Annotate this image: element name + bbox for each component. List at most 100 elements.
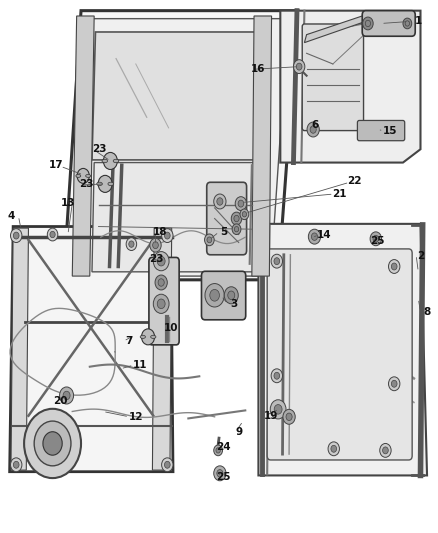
Text: 12: 12 — [128, 412, 143, 422]
Circle shape — [286, 413, 292, 421]
Text: 13: 13 — [60, 198, 75, 207]
Polygon shape — [252, 16, 272, 276]
Ellipse shape — [113, 159, 119, 163]
Ellipse shape — [140, 335, 145, 338]
Circle shape — [311, 233, 318, 240]
Circle shape — [157, 299, 165, 309]
Circle shape — [270, 400, 286, 419]
Circle shape — [224, 287, 238, 304]
Polygon shape — [280, 11, 420, 163]
Circle shape — [403, 18, 412, 29]
Circle shape — [11, 458, 22, 472]
Circle shape — [296, 63, 302, 70]
Ellipse shape — [97, 182, 102, 185]
Ellipse shape — [151, 335, 156, 338]
Text: 17: 17 — [49, 160, 64, 170]
Text: 14: 14 — [317, 230, 332, 239]
Polygon shape — [10, 227, 173, 472]
Text: 23: 23 — [92, 144, 107, 154]
Text: 20: 20 — [53, 396, 68, 406]
Text: 11: 11 — [133, 360, 148, 370]
Circle shape — [150, 238, 161, 252]
FancyBboxPatch shape — [201, 271, 246, 320]
Circle shape — [308, 229, 321, 244]
Circle shape — [34, 421, 71, 466]
Circle shape — [155, 275, 167, 290]
Circle shape — [328, 442, 339, 456]
Circle shape — [98, 175, 112, 192]
Circle shape — [274, 373, 279, 379]
Text: 23: 23 — [149, 254, 164, 263]
Circle shape — [24, 409, 81, 478]
FancyBboxPatch shape — [207, 182, 247, 255]
Circle shape — [47, 228, 58, 241]
FancyBboxPatch shape — [302, 24, 364, 131]
Circle shape — [389, 260, 400, 273]
Circle shape — [210, 289, 219, 301]
Text: 6: 6 — [312, 120, 319, 130]
Circle shape — [392, 263, 397, 270]
Circle shape — [234, 215, 239, 222]
Circle shape — [152, 242, 158, 248]
Text: 25: 25 — [216, 472, 231, 482]
Circle shape — [77, 168, 89, 183]
Text: 8: 8 — [424, 307, 431, 317]
Circle shape — [207, 237, 212, 243]
Text: 15: 15 — [382, 126, 397, 135]
Text: 23: 23 — [79, 179, 94, 189]
Circle shape — [141, 329, 155, 345]
Circle shape — [310, 126, 316, 133]
Text: 3: 3 — [231, 299, 238, 309]
Circle shape — [380, 443, 391, 457]
Circle shape — [164, 232, 170, 239]
Circle shape — [162, 229, 173, 243]
Circle shape — [217, 470, 223, 477]
Polygon shape — [71, 19, 288, 276]
Text: 16: 16 — [251, 64, 266, 74]
Circle shape — [205, 234, 214, 246]
Circle shape — [216, 448, 220, 453]
Circle shape — [238, 200, 244, 207]
Circle shape — [153, 294, 169, 313]
Circle shape — [389, 377, 400, 391]
Circle shape — [234, 227, 239, 232]
FancyBboxPatch shape — [149, 257, 179, 345]
FancyBboxPatch shape — [362, 11, 415, 36]
Circle shape — [271, 254, 283, 268]
Text: 18: 18 — [152, 227, 167, 237]
Polygon shape — [72, 16, 94, 276]
Circle shape — [235, 197, 247, 211]
Circle shape — [63, 391, 70, 400]
Ellipse shape — [108, 182, 113, 185]
Polygon shape — [304, 13, 370, 43]
Circle shape — [383, 447, 389, 454]
Circle shape — [405, 21, 410, 26]
Circle shape — [274, 258, 279, 265]
Circle shape — [129, 241, 134, 247]
Circle shape — [240, 209, 249, 220]
Circle shape — [271, 369, 283, 383]
Polygon shape — [152, 228, 172, 470]
Ellipse shape — [102, 159, 108, 163]
Circle shape — [231, 212, 242, 225]
Circle shape — [103, 152, 117, 169]
Circle shape — [214, 445, 223, 456]
Text: 2: 2 — [417, 251, 424, 261]
Circle shape — [373, 236, 378, 242]
Circle shape — [214, 194, 226, 209]
Text: 10: 10 — [163, 323, 178, 333]
Circle shape — [50, 231, 55, 238]
Polygon shape — [11, 228, 28, 470]
Circle shape — [274, 405, 282, 414]
Circle shape — [365, 20, 371, 27]
Circle shape — [307, 122, 319, 137]
Text: 4: 4 — [7, 211, 14, 221]
Circle shape — [162, 458, 173, 472]
Text: 5: 5 — [220, 227, 227, 237]
FancyBboxPatch shape — [357, 120, 405, 141]
Text: 9: 9 — [235, 427, 242, 437]
Circle shape — [331, 446, 337, 452]
Text: 25: 25 — [370, 236, 385, 246]
Circle shape — [153, 252, 169, 271]
Polygon shape — [92, 163, 258, 272]
